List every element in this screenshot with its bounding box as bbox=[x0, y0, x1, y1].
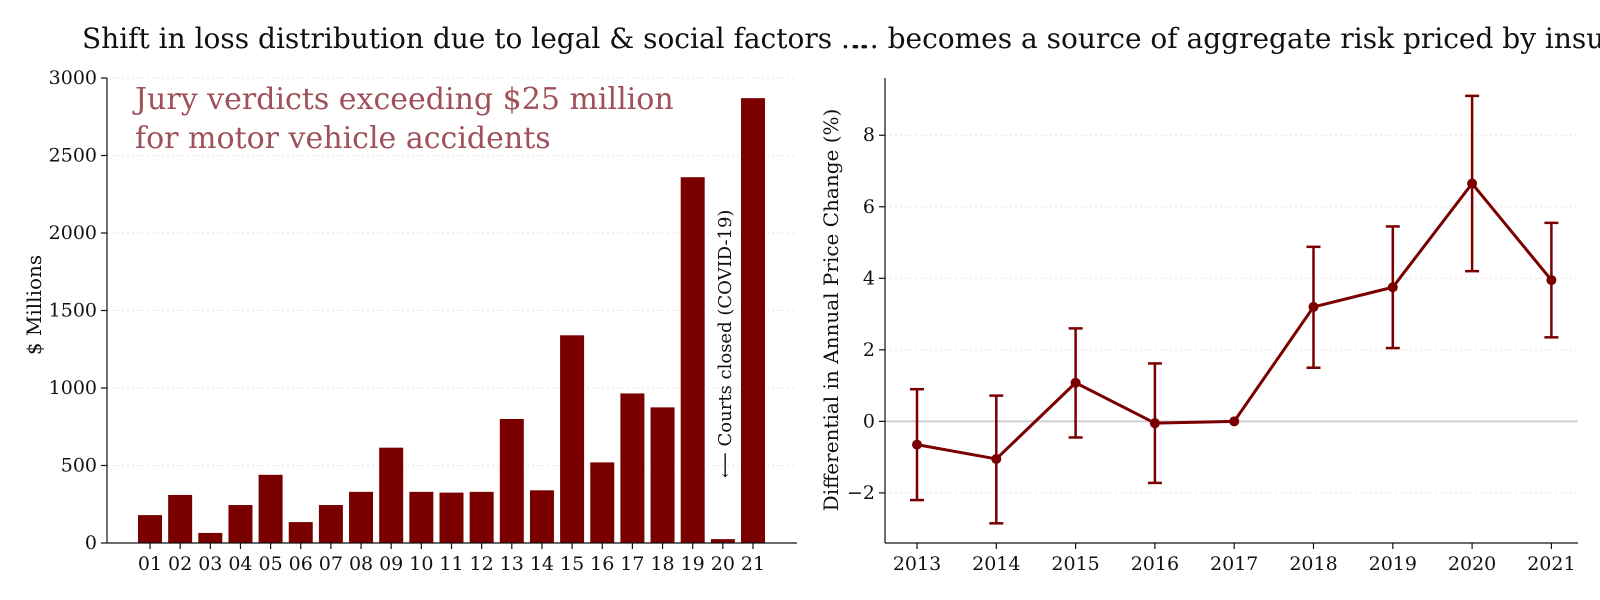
bar-08 bbox=[349, 491, 374, 543]
right-x-tick-label: 2017 bbox=[1210, 553, 1258, 575]
left-x-tick-label: 01 bbox=[138, 553, 162, 575]
covid-note: ⟵ Courts closed (COVID-19) bbox=[715, 210, 736, 478]
bar-20 bbox=[710, 539, 735, 543]
left-x-tick-label: 18 bbox=[650, 553, 674, 575]
left-x-tick-label: 08 bbox=[349, 553, 373, 575]
left-x-tick-label: 09 bbox=[379, 553, 403, 575]
left-x-tick-label: 20 bbox=[711, 553, 735, 575]
right-error-bars bbox=[910, 94, 1559, 525]
bar-01 bbox=[138, 515, 162, 543]
left-y-tick-label: 3000 bbox=[49, 67, 97, 89]
left-x-tick-label: 19 bbox=[681, 553, 705, 575]
point-2013 bbox=[912, 439, 922, 450]
right-x-tick-label: 2018 bbox=[1289, 553, 1337, 575]
right-x-tick-label: 2021 bbox=[1527, 553, 1575, 575]
left-x-tick-label: 02 bbox=[168, 553, 192, 575]
bar-09 bbox=[379, 447, 404, 543]
left-y-ticks: 0 500 1000 1500 2000 2500 3000 bbox=[49, 67, 107, 554]
right-x-tick-label: 2013 bbox=[893, 553, 941, 575]
bar-17 bbox=[620, 393, 645, 543]
point-2019 bbox=[1387, 282, 1398, 293]
left-y-tick-label: 0 bbox=[85, 532, 97, 554]
right-x-ticks: 2013 2014 2015 2016 2017 2018 2019 2020 2021 bbox=[893, 543, 1576, 575]
bar-21 bbox=[741, 98, 765, 544]
left-y-axis-label: $ Millions bbox=[22, 255, 46, 355]
left-chart-title: Shift in loss distribution due to legal … bbox=[82, 22, 868, 55]
left-x-tick-label: 21 bbox=[741, 553, 765, 575]
bar-12 bbox=[469, 491, 494, 543]
bar-07 bbox=[318, 505, 343, 543]
left-x-tick-label: 07 bbox=[319, 553, 343, 575]
bar-18 bbox=[650, 407, 675, 543]
left-x-tick-label: 11 bbox=[439, 553, 463, 575]
point-2016 bbox=[1149, 418, 1160, 429]
right-x-tick-label: 2020 bbox=[1448, 553, 1496, 575]
point-2020 bbox=[1467, 178, 1478, 189]
bar-19 bbox=[680, 177, 705, 543]
left-chart: Shift in loss distribution due to legal … bbox=[22, 22, 868, 575]
left-x-tick-label: 10 bbox=[409, 553, 433, 575]
left-y-tick-label: 2500 bbox=[49, 145, 97, 167]
left-x-tick-label: 14 bbox=[530, 553, 554, 575]
annotation-line-2: for motor vehicle accidents bbox=[135, 121, 551, 156]
point-2021 bbox=[1546, 275, 1557, 286]
bar-14 bbox=[529, 490, 554, 543]
right-chart: ... becomes a source of aggregate risk p… bbox=[819, 22, 1600, 575]
right-y-tick-label: −2 bbox=[847, 482, 875, 504]
left-x-ticks: 01 02 03 04 05 06 07 08 09 10 11 12 13 14 15 16 17 18 19 20… bbox=[138, 543, 765, 575]
left-x-tick-label: 16 bbox=[590, 553, 614, 575]
point-2018 bbox=[1308, 301, 1319, 312]
left-x-tick-label: 12 bbox=[470, 553, 494, 575]
right-y-tick-label: 2 bbox=[863, 339, 875, 361]
left-x-tick-label: 03 bbox=[198, 553, 222, 575]
bar-05 bbox=[258, 474, 283, 543]
right-y-tick-label: 0 bbox=[863, 410, 875, 432]
right-y-axis-label: Differential in Annual Price Change (%) bbox=[819, 109, 843, 512]
bar-11 bbox=[439, 492, 464, 543]
bar-15 bbox=[560, 335, 585, 543]
right-chart-title: ... becomes a source of aggregate risk p… bbox=[852, 22, 1600, 55]
left-y-tick-label: 1500 bbox=[49, 300, 97, 322]
right-y-tick-label: 8 bbox=[863, 124, 875, 146]
point-2015 bbox=[1070, 377, 1081, 388]
left-x-tick-label: 15 bbox=[560, 553, 584, 575]
right-gridlines bbox=[885, 134, 1578, 494]
right-x-tick-label: 2014 bbox=[972, 553, 1020, 575]
left-x-tick-label: 17 bbox=[620, 553, 644, 575]
bar-13 bbox=[499, 419, 524, 543]
point-2017 bbox=[1229, 416, 1240, 427]
right-x-tick-label: 2019 bbox=[1369, 553, 1417, 575]
annotation-line-1: Jury verdicts exceeding $25 million bbox=[132, 82, 674, 117]
bar-04 bbox=[228, 505, 253, 543]
bar-02 bbox=[168, 494, 193, 543]
bar-16 bbox=[590, 462, 615, 543]
left-x-tick-label: 05 bbox=[259, 553, 283, 575]
left-x-tick-label: 06 bbox=[289, 553, 313, 575]
right-points bbox=[912, 178, 1557, 464]
left-bars bbox=[138, 98, 765, 544]
left-y-tick-label: 500 bbox=[61, 455, 97, 477]
left-x-tick-label: 13 bbox=[500, 553, 524, 575]
bar-10 bbox=[409, 491, 434, 543]
bar-03 bbox=[198, 532, 223, 543]
right-x-tick-label: 2015 bbox=[1051, 553, 1099, 575]
right-y-tick-label: 4 bbox=[863, 267, 875, 289]
right-y-ticks: −2 0 2 4 6 8 bbox=[847, 124, 885, 504]
right-x-tick-label: 2016 bbox=[1131, 553, 1179, 575]
left-x-tick-label: 04 bbox=[228, 553, 252, 575]
right-y-tick-label: 6 bbox=[863, 196, 875, 218]
point-2014 bbox=[991, 453, 1002, 464]
bar-06 bbox=[288, 522, 313, 543]
left-y-tick-label: 2000 bbox=[49, 222, 97, 244]
left-y-tick-label: 1000 bbox=[49, 377, 97, 399]
